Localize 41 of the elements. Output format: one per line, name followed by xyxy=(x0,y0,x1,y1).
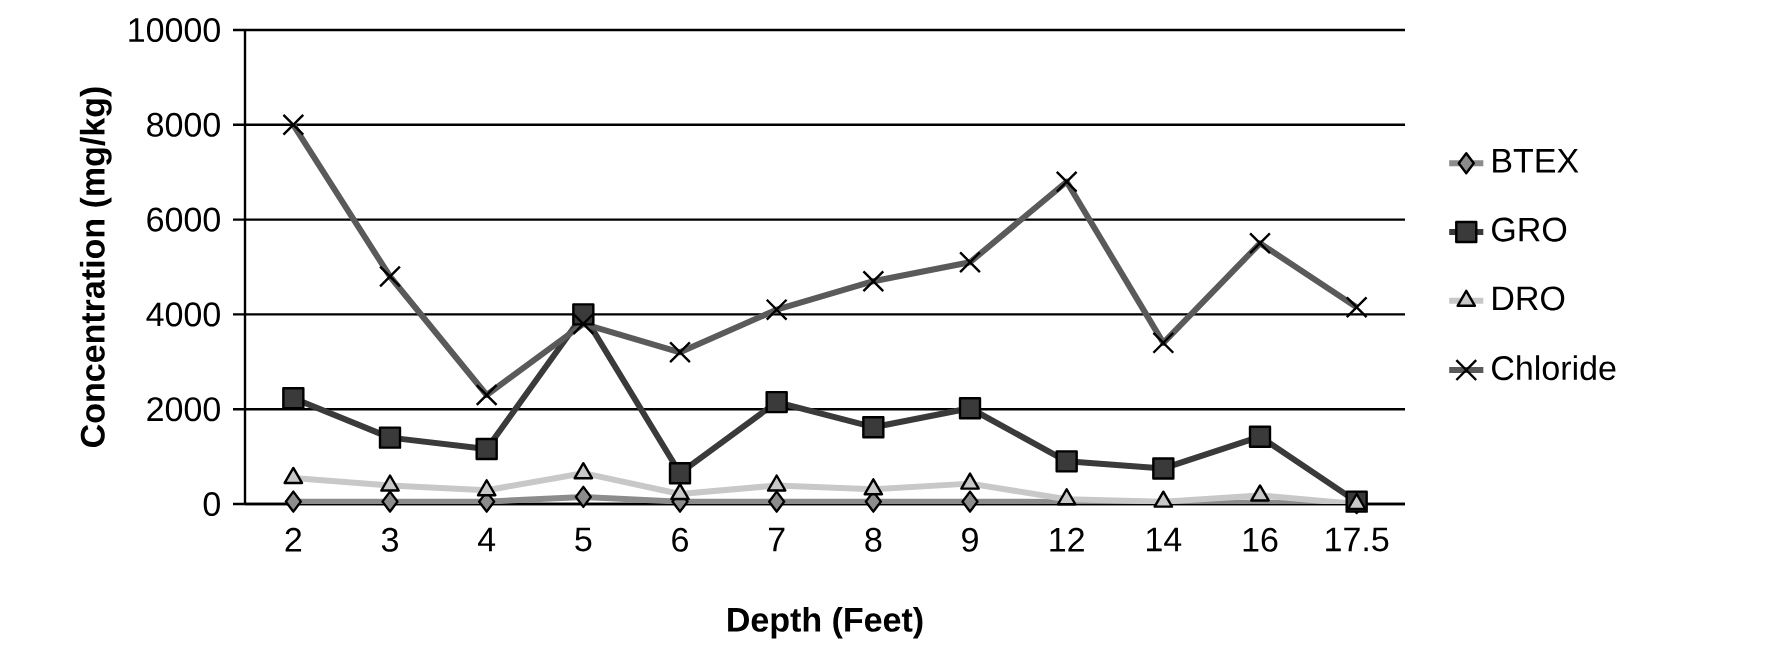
x-tick-label: 8 xyxy=(865,527,882,552)
x-tick-label: 3 xyxy=(381,527,398,552)
y-tick-label: 0 xyxy=(203,491,220,517)
x-tick-label: 5 xyxy=(575,527,592,552)
y-tick-label: 10000 xyxy=(129,17,220,43)
point xyxy=(378,426,402,449)
x-tick-label: 17.5 xyxy=(1326,527,1389,552)
point xyxy=(574,485,593,509)
point xyxy=(1152,457,1175,480)
legend-label: DRO xyxy=(1493,286,1565,311)
point xyxy=(767,490,786,513)
x-tick-label: 14 xyxy=(1147,527,1182,552)
point xyxy=(282,387,305,410)
point xyxy=(1248,425,1272,448)
x-tick-label: 16 xyxy=(1243,527,1278,552)
x-tick-label: 4 xyxy=(478,527,496,552)
point xyxy=(284,490,303,513)
legend-label: BTEX xyxy=(1493,149,1579,173)
x-tick-label: 2 xyxy=(285,527,302,552)
point xyxy=(475,437,498,461)
point xyxy=(961,490,979,513)
y-tick-label: 4000 xyxy=(146,302,220,327)
point xyxy=(862,416,885,439)
y-tick-label: 2000 xyxy=(147,397,220,422)
y-tick-label: 6000 xyxy=(147,207,220,232)
point xyxy=(765,390,788,414)
point xyxy=(668,461,692,485)
legend-label: Chloride xyxy=(1492,355,1616,381)
x-axis-title: Depth (Feet) xyxy=(728,606,923,639)
point xyxy=(381,490,399,513)
point xyxy=(1056,488,1077,506)
x-tick-label: 12 xyxy=(1050,527,1084,552)
x-tick-label: 6 xyxy=(672,527,688,552)
point xyxy=(476,479,497,497)
x-tick-label: 7 xyxy=(768,527,785,552)
y-tick-label: 8000 xyxy=(147,112,220,137)
x-tick-label: 9 xyxy=(962,527,978,552)
y-axis-title: Concentration (mg/kg) xyxy=(79,87,112,447)
point xyxy=(958,397,982,420)
point xyxy=(1055,450,1078,473)
legend-label: GRO xyxy=(1492,217,1567,242)
